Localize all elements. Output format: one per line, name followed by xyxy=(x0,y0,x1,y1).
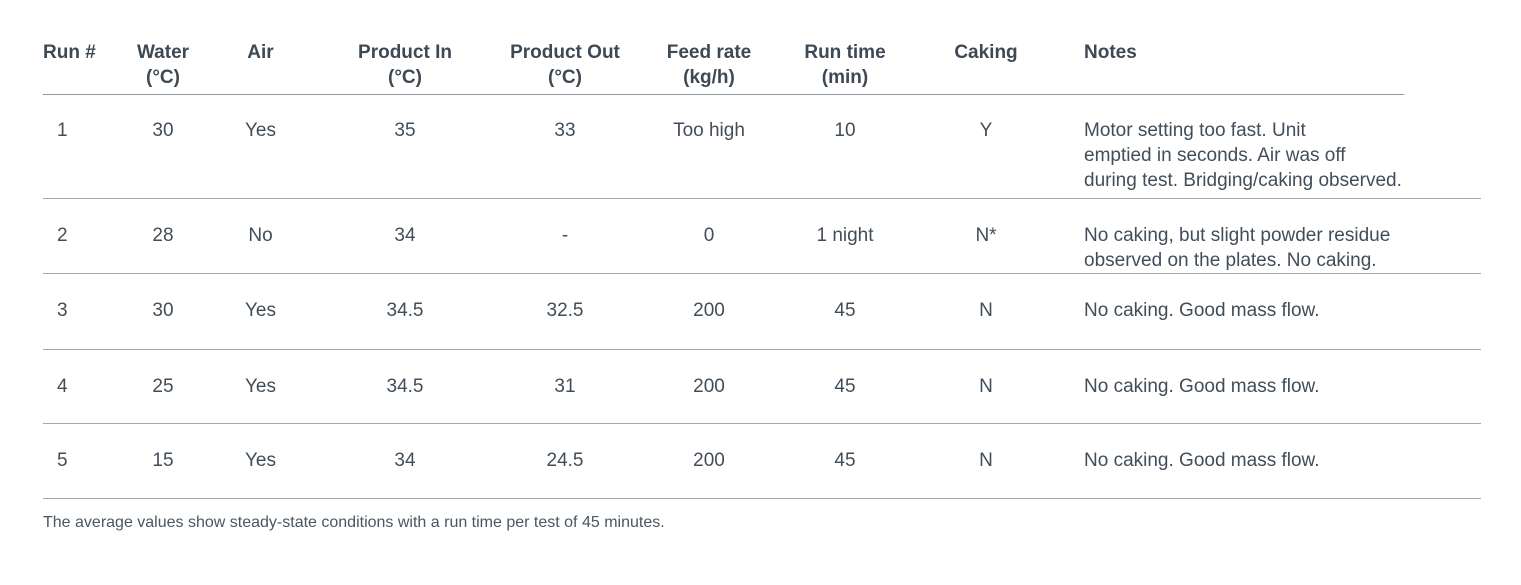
cell-caking: N xyxy=(979,375,993,397)
cell-water: 25 xyxy=(152,375,174,397)
header-run-time: Run time (min) xyxy=(804,42,886,88)
cell-notes: No caking, but slight powder residue obs… xyxy=(1084,224,1391,271)
cell-run-number: 1 xyxy=(57,120,68,141)
header-caking: Caking xyxy=(954,42,1018,63)
cell-feed-rate: Too high xyxy=(673,120,745,141)
cell-run-number: 3 xyxy=(57,299,68,321)
cell-water: 30 xyxy=(152,120,174,141)
cell-feed-rate: 200 xyxy=(693,375,725,397)
cell-product-in: 35 xyxy=(394,120,416,141)
cell-run-number: 5 xyxy=(57,449,68,471)
cell-product-in: 34 xyxy=(394,224,416,246)
cell-water: 15 xyxy=(152,449,174,471)
cell-run-time: 45 xyxy=(834,449,856,471)
table-body: 1 30 Yes 35 33 Too high 10 Y Motor setti… xyxy=(43,94,1481,498)
cell-run-time: 45 xyxy=(834,375,856,397)
cell-product-out: 32.5 xyxy=(546,299,584,321)
cell-run-number: 4 xyxy=(57,375,68,397)
header-row: Run # Water (°C) Air Product In (°C) Pro… xyxy=(43,30,1481,94)
cell-notes: No caking. Good mass flow. xyxy=(1084,449,1320,471)
header-product-out: Product Out (°C) xyxy=(510,42,620,88)
cell-water: 30 xyxy=(152,299,174,321)
cell-product-in: 34 xyxy=(394,449,416,471)
cell-feed-rate: 0 xyxy=(703,224,715,246)
header-feed-rate: Feed rate (kg/h) xyxy=(666,42,752,88)
test-runs-table-container: Run # Water (°C) Air Product In (°C) Pro… xyxy=(43,30,1481,499)
table-row: 1 30 Yes 35 33 Too high 10 Y Motor setti… xyxy=(43,94,1481,198)
header-air: Air xyxy=(247,42,274,63)
cell-notes: Motor setting too fast. Unit emptied in … xyxy=(1084,120,1402,191)
cell-feed-rate: 200 xyxy=(693,299,725,321)
cell-air: Yes xyxy=(245,299,276,321)
cell-product-in: 34.5 xyxy=(386,375,424,397)
cell-product-in: 34.5 xyxy=(386,299,424,321)
cell-air: Yes xyxy=(245,375,276,397)
cell-run-time: 45 xyxy=(834,299,856,321)
header-divider-line xyxy=(43,94,1404,95)
table-footnote: The average values show steady-state con… xyxy=(43,514,665,531)
cell-caking: N* xyxy=(975,224,997,246)
cell-run-time: 10 xyxy=(834,120,856,141)
table-row: 2 28 No 34 - 0 1 night N* No caking, but… xyxy=(43,198,1481,273)
cell-product-out: - xyxy=(561,224,569,246)
test-runs-table: Run # Water (°C) Air Product In (°C) Pro… xyxy=(43,30,1481,499)
cell-water: 28 xyxy=(152,224,174,246)
header-run-number: Run # xyxy=(43,42,96,63)
cell-feed-rate: 200 xyxy=(693,449,725,471)
table-row: 3 30 Yes 34.5 32.5 200 45 N No caking. G… xyxy=(43,273,1481,349)
table-row: 4 25 Yes 34.5 31 200 45 N No caking. Goo… xyxy=(43,349,1481,423)
header-water: Water (°C) xyxy=(136,42,190,88)
cell-air: No xyxy=(248,224,273,246)
cell-product-out: 24.5 xyxy=(546,449,584,471)
cell-product-out: 33 xyxy=(554,120,576,141)
cell-run-number: 2 xyxy=(57,224,68,246)
cell-notes: No caking. Good mass flow. xyxy=(1084,375,1320,397)
cell-product-out: 31 xyxy=(554,375,576,397)
table-header: Run # Water (°C) Air Product In (°C) Pro… xyxy=(43,30,1481,94)
cell-notes: No caking. Good mass flow. xyxy=(1084,299,1320,321)
cell-air: Yes xyxy=(245,120,276,141)
cell-air: Yes xyxy=(245,449,276,471)
cell-caking: Y xyxy=(979,120,993,141)
cell-run-time: 1 night xyxy=(816,224,874,246)
cell-caking: N xyxy=(979,299,993,321)
header-notes: Notes xyxy=(1084,42,1137,63)
cell-caking: N xyxy=(979,449,993,471)
header-product-in: Product In (°C) xyxy=(358,42,452,88)
table-row: 5 15 Yes 34 24.5 200 45 N No caking. Goo… xyxy=(43,423,1481,498)
